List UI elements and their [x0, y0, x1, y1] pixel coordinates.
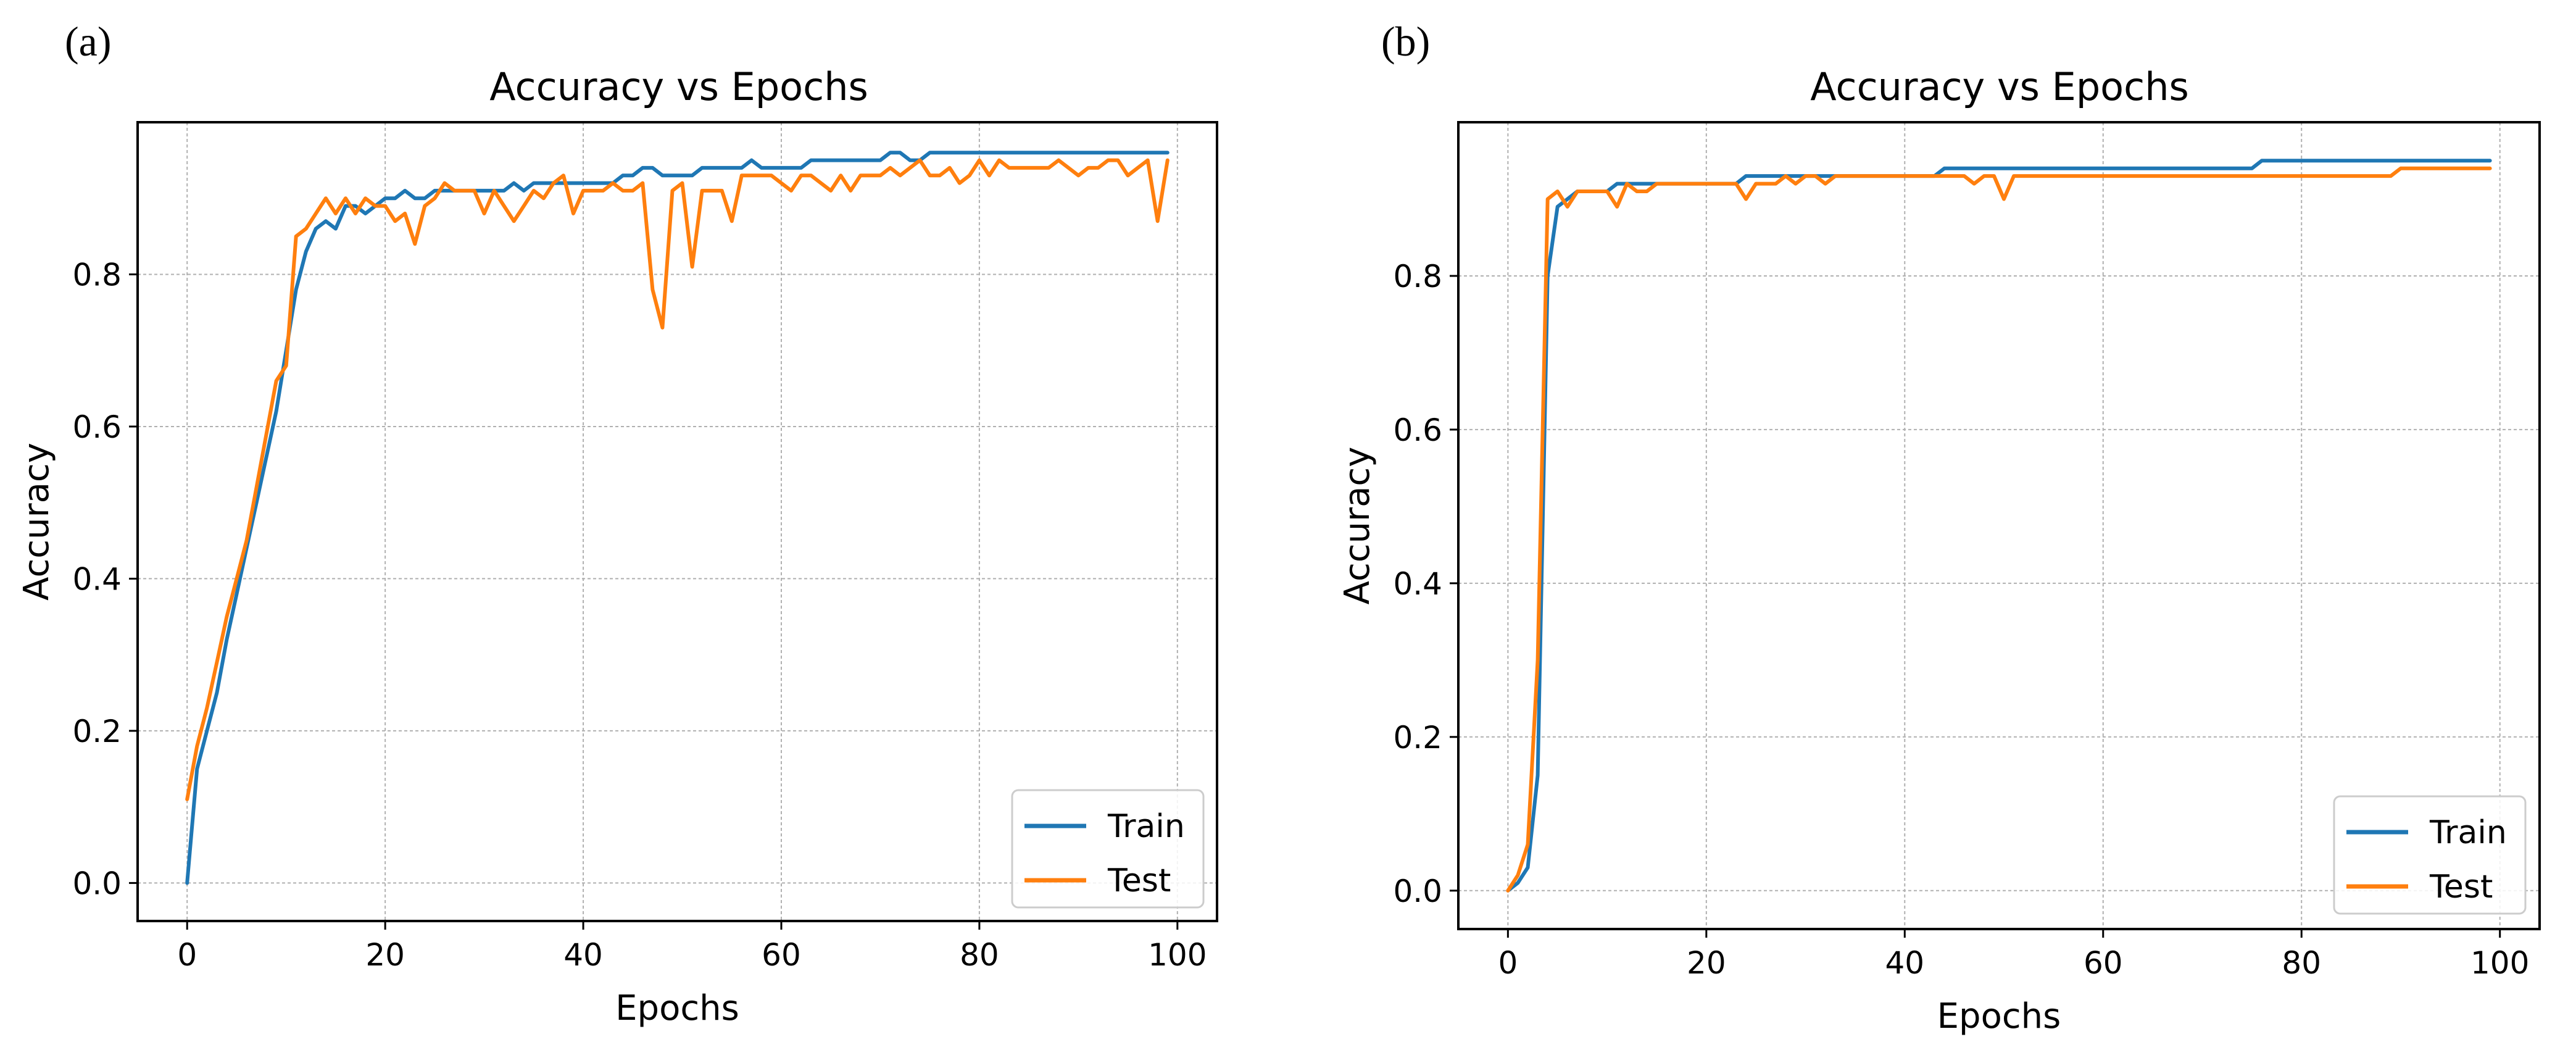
chart-title: Accuracy vs Epochs — [489, 64, 868, 109]
x-tick-label: 40 — [563, 937, 603, 973]
x-axis-label: Epochs — [1937, 996, 2061, 1036]
y-tick-label: 0.2 — [72, 714, 122, 749]
chart-title: Accuracy vs Epochs — [1810, 64, 2189, 109]
y-tick-label: 0.0 — [1393, 873, 1442, 909]
y-tick-label: 0.6 — [1393, 412, 1442, 448]
x-tick-label: 20 — [1687, 945, 1726, 981]
x-tick-label: 0 — [1498, 945, 1518, 981]
x-tick-label: 100 — [2470, 945, 2529, 981]
x-axis-label: Epochs — [615, 988, 739, 1028]
plot-frame — [136, 121, 1218, 922]
y-tick-label: 0.4 — [72, 561, 122, 597]
chart-panel-b: (b) Accuracy vs Epochs 0 20 40 60 80 100 0.0 0.2 0… — [1337, 18, 2541, 1036]
x-tick-label: 60 — [762, 937, 801, 973]
panel-label: (a) — [65, 18, 111, 65]
plot-frame — [1457, 121, 2541, 930]
y-tick-label: 0.8 — [1393, 259, 1442, 294]
y-tick-label: 0.6 — [72, 409, 122, 445]
series-line-test — [1506, 166, 2492, 893]
panel-label: (b) — [1381, 18, 1430, 65]
series-line-test — [185, 158, 1170, 801]
x-tick-label: 20 — [365, 937, 405, 973]
x-tick-label: 0 — [177, 937, 197, 973]
x-tick-label: 80 — [960, 937, 999, 973]
x-tick-label: 60 — [2084, 945, 2123, 981]
legend: Train Test — [1011, 789, 1205, 909]
y-tick-label: 0.8 — [72, 257, 122, 293]
chart-panel-a: (a) Accuracy vs Epochs 0 20 40 60 80 100 0.0 0.2 0… — [17, 18, 1218, 1028]
series-line-train — [185, 151, 1170, 885]
x-tick-label: 100 — [1148, 937, 1207, 973]
y-tick-label: 0.4 — [1393, 566, 1442, 602]
legend-label-train: Train — [2429, 814, 2507, 851]
y-axis-label: Accuracy — [1337, 447, 1377, 605]
legend-label-train: Train — [1107, 808, 1185, 845]
legend-label-test: Test — [1107, 862, 1171, 899]
y-tick-label: 0.0 — [72, 865, 122, 901]
x-tick-label: 80 — [2282, 945, 2321, 981]
series-line-train — [1506, 159, 2492, 893]
y-tick-label: 0.2 — [1393, 720, 1442, 756]
y-axis-label: Accuracy — [17, 443, 57, 601]
legend-label-test: Test — [2429, 869, 2493, 906]
legend: Train Test — [2333, 795, 2527, 915]
x-tick-label: 40 — [1885, 945, 1924, 981]
